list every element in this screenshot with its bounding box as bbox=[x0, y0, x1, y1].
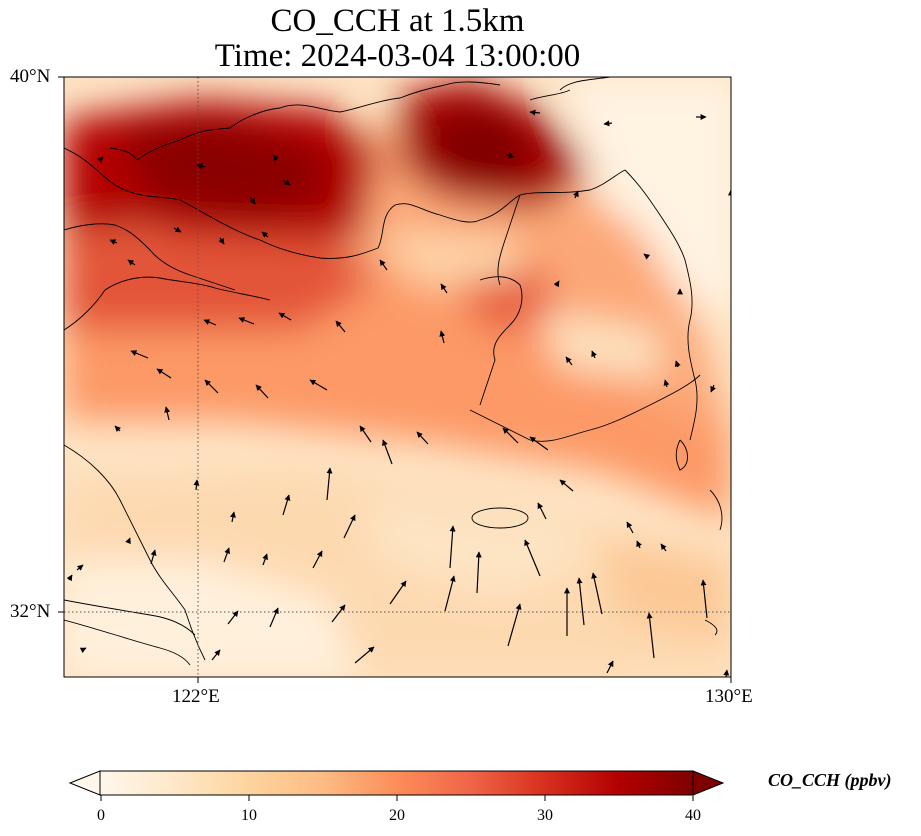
wind-arrow bbox=[379, 259, 388, 271]
wind-arrow bbox=[203, 319, 217, 326]
wind-arrow bbox=[507, 603, 522, 647]
title-line-2: Time: 2024-03-04 13:00:00 bbox=[214, 38, 581, 74]
lon-label-130e: 130°E bbox=[705, 686, 753, 707]
colorbar-extend-min bbox=[68, 770, 101, 796]
wind-arrow bbox=[674, 360, 681, 368]
lon-label-122e: 122°E bbox=[172, 686, 220, 707]
wind-arrow bbox=[125, 537, 131, 545]
wind-arrow bbox=[218, 237, 225, 245]
wind-arrow bbox=[529, 436, 549, 451]
wind-arrow bbox=[591, 572, 603, 615]
wind-arrow bbox=[127, 259, 136, 266]
wind-arrow bbox=[312, 550, 323, 569]
wind-arrow bbox=[663, 379, 670, 388]
wind-arrow bbox=[700, 579, 708, 619]
wind-arrow bbox=[66, 574, 73, 582]
axis-ticks bbox=[58, 76, 732, 683]
wind-arrow bbox=[537, 502, 547, 520]
wind-arrow bbox=[529, 109, 541, 116]
wind-arrow bbox=[440, 283, 448, 294]
wind-arrow bbox=[576, 577, 585, 626]
wind-arrow bbox=[565, 356, 573, 366]
wind-arrow bbox=[723, 669, 730, 677]
wind-arrow bbox=[193, 479, 200, 491]
wind-arrow bbox=[449, 525, 456, 569]
wind-arrow bbox=[79, 647, 87, 654]
wind-arrow bbox=[255, 384, 269, 399]
map-title: CO_CCH at 1.5km Time: 2024-03-04 13:00:0… bbox=[64, 4, 731, 74]
title-line-1: CO_CCH at 1.5km bbox=[270, 3, 525, 39]
wind-arrow bbox=[416, 431, 429, 445]
wind-arrow bbox=[173, 226, 182, 233]
wind-arrow bbox=[223, 547, 231, 563]
co-field bbox=[64, 77, 731, 677]
wind-arrow bbox=[76, 564, 84, 571]
colorbar bbox=[68, 770, 725, 801]
wind-arrow bbox=[326, 467, 333, 501]
wind-arrow bbox=[262, 553, 268, 566]
wind-arrow bbox=[211, 649, 221, 661]
wind-vectors bbox=[66, 109, 731, 677]
wind-arrow bbox=[229, 511, 236, 523]
wind-arrow bbox=[646, 612, 655, 659]
wind-arrow bbox=[109, 239, 118, 245]
wind-arrow bbox=[196, 163, 206, 170]
wind-arrow bbox=[573, 190, 579, 199]
wind-arrow bbox=[204, 379, 219, 394]
wind-arrow bbox=[282, 494, 291, 516]
wind-arrow bbox=[591, 350, 597, 359]
wind-arrow bbox=[382, 439, 393, 465]
colorbar-tick-10: 10 bbox=[241, 807, 257, 824]
wind-arrow bbox=[524, 539, 541, 577]
wind-arrow bbox=[272, 154, 279, 162]
wind-arrow bbox=[278, 312, 292, 321]
wind-arrow bbox=[660, 543, 667, 552]
wind-arrow bbox=[156, 368, 172, 379]
wind-arrow bbox=[626, 521, 634, 534]
colorbar-tick-0: 0 bbox=[97, 807, 105, 824]
wind-arrow bbox=[439, 330, 446, 344]
colorbar-tick-40: 40 bbox=[685, 807, 701, 824]
wind-arrow bbox=[309, 379, 328, 391]
colorbar-tick-20: 20 bbox=[389, 807, 405, 824]
lat-label-40n: 40°N bbox=[10, 66, 51, 87]
wind-arrow bbox=[227, 610, 239, 625]
map-frame bbox=[63, 76, 732, 678]
gridlines bbox=[64, 77, 731, 677]
wind-arrow bbox=[359, 425, 372, 443]
wind-arrow bbox=[331, 604, 346, 623]
wind-arrow bbox=[606, 660, 614, 674]
wind-arrow bbox=[343, 514, 356, 539]
wind-arrow bbox=[553, 280, 560, 288]
lat-label-32n: 32°N bbox=[10, 601, 51, 622]
wind-arrow bbox=[164, 406, 171, 421]
colorbar-label: CO_CCH (ppbv) bbox=[768, 770, 892, 790]
wind-arrow bbox=[249, 196, 256, 205]
wind-arrow bbox=[710, 384, 716, 393]
wind-arrow bbox=[97, 156, 104, 163]
coastlines bbox=[64, 77, 723, 666]
wind-arrow bbox=[559, 479, 574, 492]
wind-arrow bbox=[150, 549, 157, 565]
wind-arrow bbox=[335, 320, 346, 333]
wind-arrow bbox=[261, 231, 269, 238]
wind-arrow bbox=[354, 646, 375, 664]
wind-arrow bbox=[643, 253, 651, 260]
wind-arrow bbox=[603, 120, 613, 127]
wind-arrow bbox=[502, 427, 519, 444]
wind-arrow bbox=[238, 317, 255, 325]
wind-arrow bbox=[269, 607, 279, 628]
colorbar-extend-max bbox=[692, 770, 725, 796]
wind-arrow bbox=[282, 179, 291, 186]
wind-arrow bbox=[506, 152, 515, 159]
colorbar-tick-30: 30 bbox=[537, 807, 553, 824]
wind-arrow bbox=[475, 551, 482, 594]
wind-arrow bbox=[389, 580, 407, 605]
wind-arrow bbox=[130, 350, 149, 359]
wind-arrow bbox=[636, 540, 642, 549]
colorbar-gradient bbox=[100, 771, 693, 795]
wind-arrow bbox=[444, 575, 456, 612]
wind-arrow bbox=[114, 425, 121, 432]
